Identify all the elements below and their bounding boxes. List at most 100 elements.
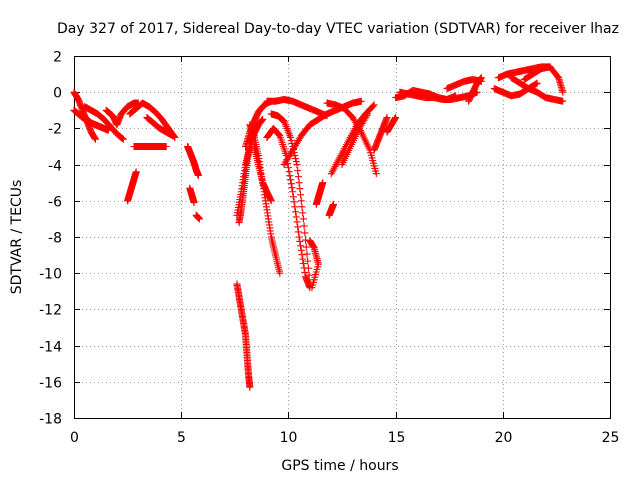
data-point: [292, 208, 300, 216]
data-point: [323, 112, 331, 120]
data-point: [132, 168, 140, 176]
series-track-aa: [338, 110, 372, 169]
data-point: [357, 97, 365, 105]
series-track-e: [126, 99, 179, 141]
data-point: [305, 271, 313, 279]
series-track-g: [143, 114, 177, 140]
data-point: [299, 209, 307, 217]
data-point: [477, 74, 485, 82]
data-point: [294, 173, 302, 181]
y-tick-label: -2: [48, 122, 62, 138]
y-tick-label: 2: [53, 50, 62, 66]
chart-title: Day 327 of 2017, Sidereal Day-to-day VTE…: [57, 21, 619, 37]
data-point: [296, 185, 304, 193]
data-point: [292, 155, 300, 163]
data-point: [195, 215, 203, 223]
series-track-ab: [370, 114, 391, 154]
data-point: [559, 97, 567, 105]
data-point: [290, 198, 298, 206]
data-point: [294, 228, 302, 236]
data-point: [364, 110, 372, 118]
series-track-ae: [392, 86, 460, 103]
data-point: [274, 130, 282, 138]
data-point: [297, 197, 305, 205]
data-point: [119, 135, 127, 143]
series-track-h: [124, 168, 140, 205]
series-track-ah: [495, 63, 554, 82]
y-tick-label: -6: [48, 195, 62, 211]
data-point: [299, 255, 307, 263]
data-point: [91, 135, 99, 143]
y-tick-label: -14: [39, 340, 62, 356]
x-axis-label: GPS time / hours: [281, 458, 398, 474]
x-tick-label: 0: [70, 430, 79, 446]
data-point: [295, 179, 303, 187]
data-point: [292, 158, 300, 166]
data-point: [276, 269, 284, 277]
data-point: [287, 136, 295, 144]
data-point: [300, 222, 308, 230]
y-tick-label: -12: [39, 303, 62, 319]
series-track-b: [70, 106, 112, 134]
x-tick-label: 25: [602, 430, 620, 446]
data-point: [293, 161, 301, 169]
data-point: [297, 191, 305, 199]
data-point: [284, 164, 292, 172]
y-tick-label: -16: [39, 376, 62, 392]
series-track-f: [130, 143, 170, 150]
x-tick-label: 5: [177, 430, 186, 446]
data-point: [303, 250, 311, 258]
data-point: [291, 203, 299, 211]
data-point: [383, 114, 391, 122]
data-point: [372, 170, 380, 178]
data-point: [259, 115, 267, 123]
data-point: [533, 79, 541, 87]
series-track-ac: [383, 114, 400, 136]
data-point: [304, 257, 312, 265]
data-point: [302, 243, 310, 251]
series-track-u: [263, 95, 331, 120]
data-point: [286, 172, 294, 180]
data-point: [190, 199, 198, 207]
data-point: [329, 200, 337, 208]
data-point: [169, 132, 177, 140]
data-point: [559, 88, 567, 96]
data-point: [287, 176, 295, 184]
data-point: [301, 268, 309, 276]
series-track-s: [267, 110, 314, 286]
data-series: [70, 63, 567, 391]
x-tick-label: 15: [388, 430, 406, 446]
data-point: [295, 233, 303, 241]
series-track-i: [184, 143, 202, 179]
data-point: [298, 203, 306, 211]
y-tick-label: -18: [39, 412, 62, 428]
data-point: [293, 218, 301, 226]
series-track-ag: [464, 74, 485, 105]
data-point: [287, 180, 295, 188]
data-point: [369, 102, 377, 110]
x-tick-label: 20: [495, 430, 513, 446]
data-point: [292, 213, 300, 221]
data-point: [297, 242, 305, 250]
data-point: [299, 215, 307, 223]
y-tick-labels: 2 0 -2 -4 -6 -8 -10 -12 -14 -16 -18: [39, 50, 62, 428]
data-point: [297, 246, 305, 254]
series-track-n: [235, 143, 254, 227]
data-point: [294, 167, 302, 175]
y-tick-label: -8: [48, 231, 62, 247]
data-point: [296, 237, 304, 245]
series-track-w: [312, 179, 327, 208]
data-point: [302, 236, 310, 244]
series-track-v: [306, 237, 322, 292]
y-tick-label: -10: [39, 267, 62, 283]
data-point: [291, 152, 299, 160]
y-tick-label: 0: [53, 86, 62, 102]
x-tick-label: 10: [280, 430, 298, 446]
data-point: [289, 193, 297, 201]
data-point: [304, 264, 312, 272]
series-track-c: [81, 103, 127, 143]
data-point: [162, 143, 170, 150]
data-point: [275, 131, 283, 139]
series-track-ak: [490, 79, 541, 100]
